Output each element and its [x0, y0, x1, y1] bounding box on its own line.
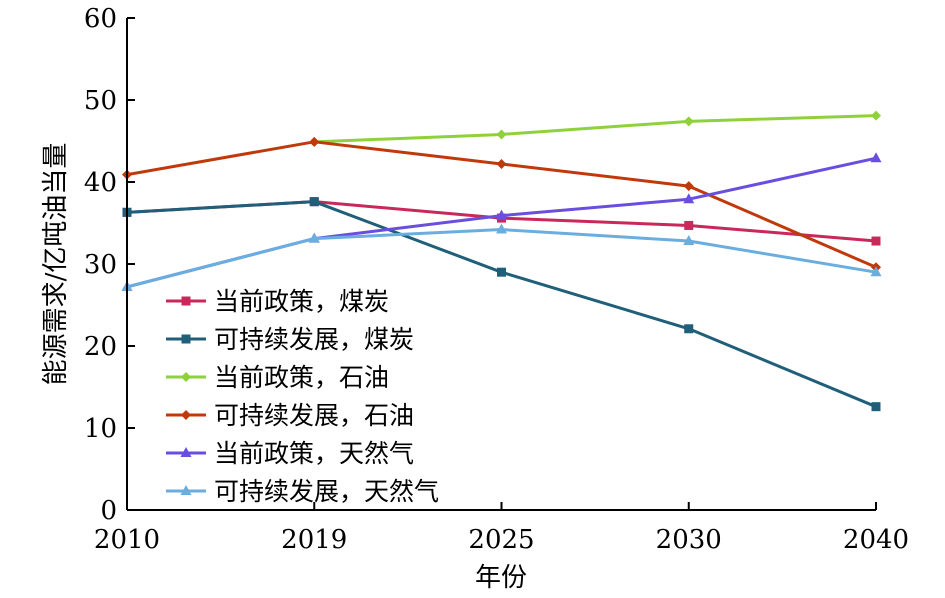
series-3 — [122, 136, 881, 273]
series-line — [126, 156, 877, 289]
data-point — [683, 181, 694, 192]
legend-marker — [180, 447, 192, 457]
legend-marker — [181, 372, 191, 382]
legend-item: 可持续发展，天然气 — [166, 477, 439, 506]
data-point — [870, 152, 882, 163]
y-axis-title: 能源需求/亿吨油当量 — [41, 143, 71, 386]
data-point — [684, 220, 694, 230]
data-point — [684, 324, 694, 334]
legend-item: 当前政策，石油 — [166, 363, 389, 392]
series-layer — [121, 110, 882, 412]
data-point — [496, 158, 507, 169]
data-point — [496, 129, 507, 140]
legend-item: 当前政策，煤炭 — [166, 287, 389, 316]
x-tick-label: 2019 — [281, 525, 347, 555]
data-point — [309, 197, 319, 207]
data-point — [870, 266, 882, 277]
legend-label: 当前政策，煤炭 — [214, 287, 389, 316]
data-point — [309, 136, 320, 147]
y-tick-label: 30 — [84, 250, 117, 280]
y-tick-label: 20 — [84, 332, 117, 362]
legend-item: 当前政策，天然气 — [166, 439, 414, 468]
y-tick-label: 10 — [84, 414, 117, 444]
x-tick-label: 2010 — [94, 525, 160, 555]
data-point — [496, 223, 507, 234]
data-point — [871, 236, 881, 246]
legend: 当前政策，煤炭可持续发展，煤炭当前政策，石油可持续发展，石油当前政策，天然气可持… — [166, 287, 439, 506]
y-tick-label: 0 — [100, 496, 117, 526]
data-point — [871, 402, 881, 412]
x-axis-title: 年份 — [475, 563, 527, 593]
data-point — [496, 209, 507, 220]
legend-label: 可持续发展，石油 — [214, 401, 414, 430]
series-line — [314, 114, 877, 144]
series-line — [126, 228, 877, 289]
legend-item: 可持续发展，煤炭 — [166, 325, 414, 354]
legend-marker — [181, 410, 191, 420]
data-point — [683, 235, 695, 246]
legend-item: 可持续发展，石油 — [166, 401, 414, 430]
data-point — [683, 116, 694, 127]
y-tick-label: 50 — [84, 86, 117, 116]
x-tick-label: 2025 — [468, 525, 534, 555]
data-point — [683, 193, 695, 204]
y-tick-label: 60 — [84, 4, 117, 34]
data-point — [871, 110, 881, 121]
legend-label: 当前政策，石油 — [214, 363, 389, 392]
legend-marker — [181, 296, 191, 306]
legend-label: 可持续发展，天然气 — [214, 477, 439, 506]
x-tick-label: 2040 — [843, 525, 909, 555]
x-tick-label: 2030 — [656, 525, 722, 555]
series-5 — [121, 223, 882, 291]
data-point — [308, 232, 320, 243]
legend-marker — [181, 334, 191, 344]
series-2 — [309, 110, 881, 147]
data-point — [497, 267, 506, 277]
legend-label: 当前政策，天然气 — [214, 439, 414, 468]
axes-layer — [126, 18, 876, 511]
legend-label: 可持续发展，煤炭 — [214, 325, 414, 354]
y-tick-label: 40 — [84, 168, 117, 198]
legend-marker — [180, 485, 192, 495]
